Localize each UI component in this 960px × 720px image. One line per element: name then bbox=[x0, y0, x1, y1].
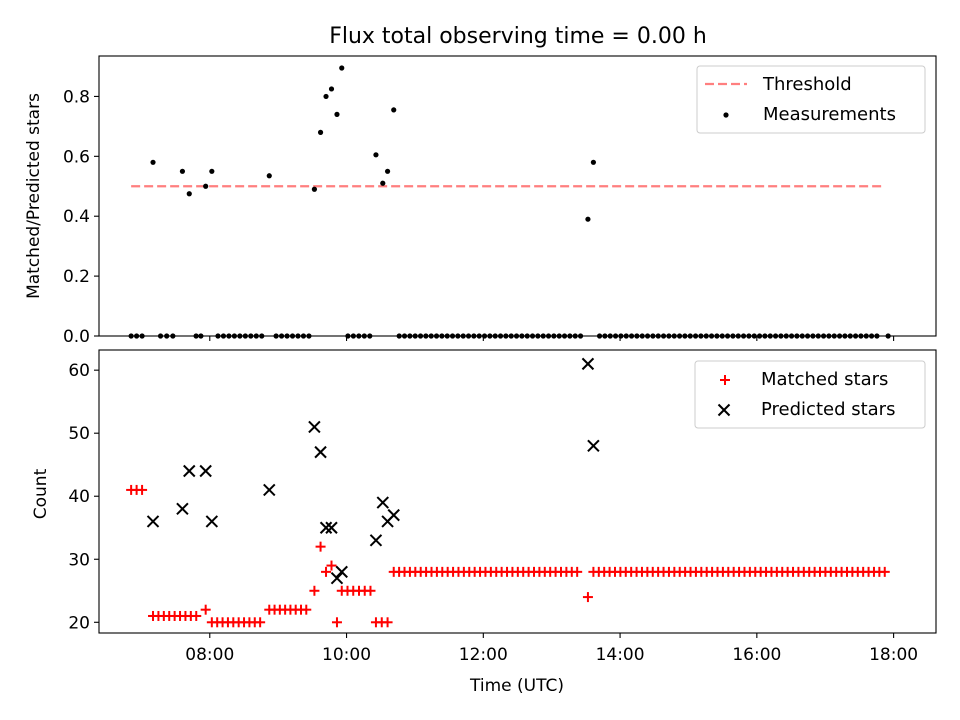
measurement-point bbox=[391, 107, 397, 113]
matched-star-point bbox=[301, 604, 312, 615]
measurement-point bbox=[266, 173, 272, 179]
x-axis-label: Time (UTC) bbox=[469, 676, 564, 696]
legend-predicted-marker bbox=[717, 403, 731, 417]
matched-star-point bbox=[315, 541, 326, 552]
ratio-y-tick-label: 0.4 bbox=[63, 207, 90, 227]
predicted-star-point bbox=[325, 521, 338, 534]
predicted-star-point bbox=[387, 508, 400, 522]
measurement-point bbox=[590, 159, 597, 165]
measurement-point bbox=[384, 168, 391, 174]
predicted-star-point bbox=[319, 521, 333, 534]
matched-star-point bbox=[321, 566, 332, 577]
matched-star-point bbox=[365, 585, 376, 596]
predicted-star-point bbox=[376, 496, 389, 509]
legend-predicted-label: Predicted stars bbox=[761, 399, 895, 420]
ratio-legend-box bbox=[696, 65, 926, 134]
count-x-tick-label: 12:00 bbox=[459, 645, 508, 665]
count-x-tick-label: 08:00 bbox=[185, 645, 234, 665]
matched-star-point bbox=[200, 604, 211, 615]
count-x-tick-label: 14:00 bbox=[596, 645, 645, 665]
matched-star-point bbox=[331, 617, 342, 628]
ratio-y-tick-label: 0.6 bbox=[63, 147, 90, 167]
predicted-star-point bbox=[369, 534, 383, 547]
predicted-star-point bbox=[581, 357, 595, 371]
matched-star-point bbox=[572, 566, 583, 577]
legend-measurements-label: Measurements bbox=[763, 104, 896, 125]
count-x-tick-label: 18:00 bbox=[869, 645, 918, 665]
ratio-panel: 0.00.20.40.60.8 Matched/Predicted stars … bbox=[24, 55, 937, 347]
count-y-ticks: 20 30 40 50 60 bbox=[68, 361, 99, 633]
predicted-star-point bbox=[176, 502, 189, 516]
matched-star-point bbox=[255, 617, 266, 628]
legend-predicted-swatch bbox=[717, 403, 731, 417]
ratio-axes-frame bbox=[98, 55, 937, 337]
count-panel: 20 30 40 50 60 08:00 10:00 12:00 14:00 16:00 18:0… bbox=[31, 349, 937, 696]
measurement-point bbox=[186, 191, 192, 197]
measurement-point bbox=[339, 65, 345, 71]
matched-star-point bbox=[191, 610, 202, 621]
measurement-point bbox=[311, 186, 318, 192]
predicted-star-point bbox=[183, 464, 196, 478]
matched-star-point bbox=[326, 560, 337, 571]
ratio-y-axis-label: Matched/Predicted stars bbox=[24, 93, 44, 299]
count-y-tick-label: 50 bbox=[68, 424, 90, 444]
predicted-star-point bbox=[308, 420, 321, 434]
ratio-y-tick-label: 0.0 bbox=[63, 327, 90, 347]
ratio-legend: Threshold Measurements bbox=[696, 65, 926, 134]
ratio-y-tick-label: 0.2 bbox=[63, 267, 90, 287]
predicted-star-point bbox=[587, 439, 600, 453]
count-legend: Matched stars Predicted stars bbox=[694, 360, 926, 429]
measurement-point bbox=[323, 93, 329, 100]
chart-title: Flux total observing time = 0.00 h bbox=[329, 24, 707, 49]
count-y-tick-label: 60 bbox=[68, 361, 90, 381]
ratio-y-tick-label: 0.8 bbox=[63, 87, 90, 107]
measurement-point bbox=[209, 168, 215, 174]
measurement-point bbox=[380, 180, 386, 186]
count-legend-box bbox=[694, 360, 926, 429]
count-plot-area bbox=[126, 357, 890, 628]
matched-star-point bbox=[137, 484, 148, 495]
count-y-tick-label: 40 bbox=[68, 487, 90, 507]
count-x-tick-label: 16:00 bbox=[732, 645, 781, 665]
predicted-star-point bbox=[146, 515, 160, 528]
matched-star-point bbox=[582, 592, 593, 603]
measurement-point bbox=[585, 216, 591, 222]
ratio-x-ticks bbox=[209, 336, 895, 341]
measurement-point bbox=[328, 86, 335, 92]
legend-threshold-label: Threshold bbox=[762, 74, 852, 95]
count-axes-frame bbox=[98, 349, 937, 634]
legend-matched-label: Matched stars bbox=[761, 369, 888, 390]
predicted-star-point bbox=[263, 483, 276, 497]
measurement-point bbox=[150, 159, 156, 165]
ratio-y-ticks: 0.0 0.2 0.4 0.6 0.8 bbox=[63, 87, 99, 347]
count-y-tick-label: 30 bbox=[68, 550, 90, 570]
predicted-star-point bbox=[314, 445, 327, 459]
measurement-point bbox=[317, 129, 324, 135]
matched-star-point bbox=[382, 617, 393, 628]
measurement-point bbox=[373, 152, 379, 158]
count-x-ticks: 08:00 10:00 12:00 14:00 16:00 18:00 bbox=[185, 633, 918, 665]
legend-matched-swatch bbox=[720, 375, 730, 385]
count-y-tick-label: 20 bbox=[68, 613, 90, 633]
legend-matched-marker bbox=[720, 375, 730, 385]
matched-star-point bbox=[879, 566, 890, 577]
predicted-star-point bbox=[205, 515, 219, 528]
predicted-star-point bbox=[335, 565, 348, 579]
count-x-tick-label: 10:00 bbox=[322, 645, 371, 665]
predicted-star-point bbox=[330, 571, 344, 585]
measurement-point bbox=[334, 111, 340, 117]
predicted-star-point bbox=[199, 464, 212, 478]
count-y-axis-label: Count bbox=[31, 468, 51, 519]
legend-measurements-swatch bbox=[723, 112, 729, 118]
measurement-point bbox=[179, 168, 186, 174]
measurement-point bbox=[203, 183, 209, 189]
matched-star-point bbox=[309, 585, 320, 596]
